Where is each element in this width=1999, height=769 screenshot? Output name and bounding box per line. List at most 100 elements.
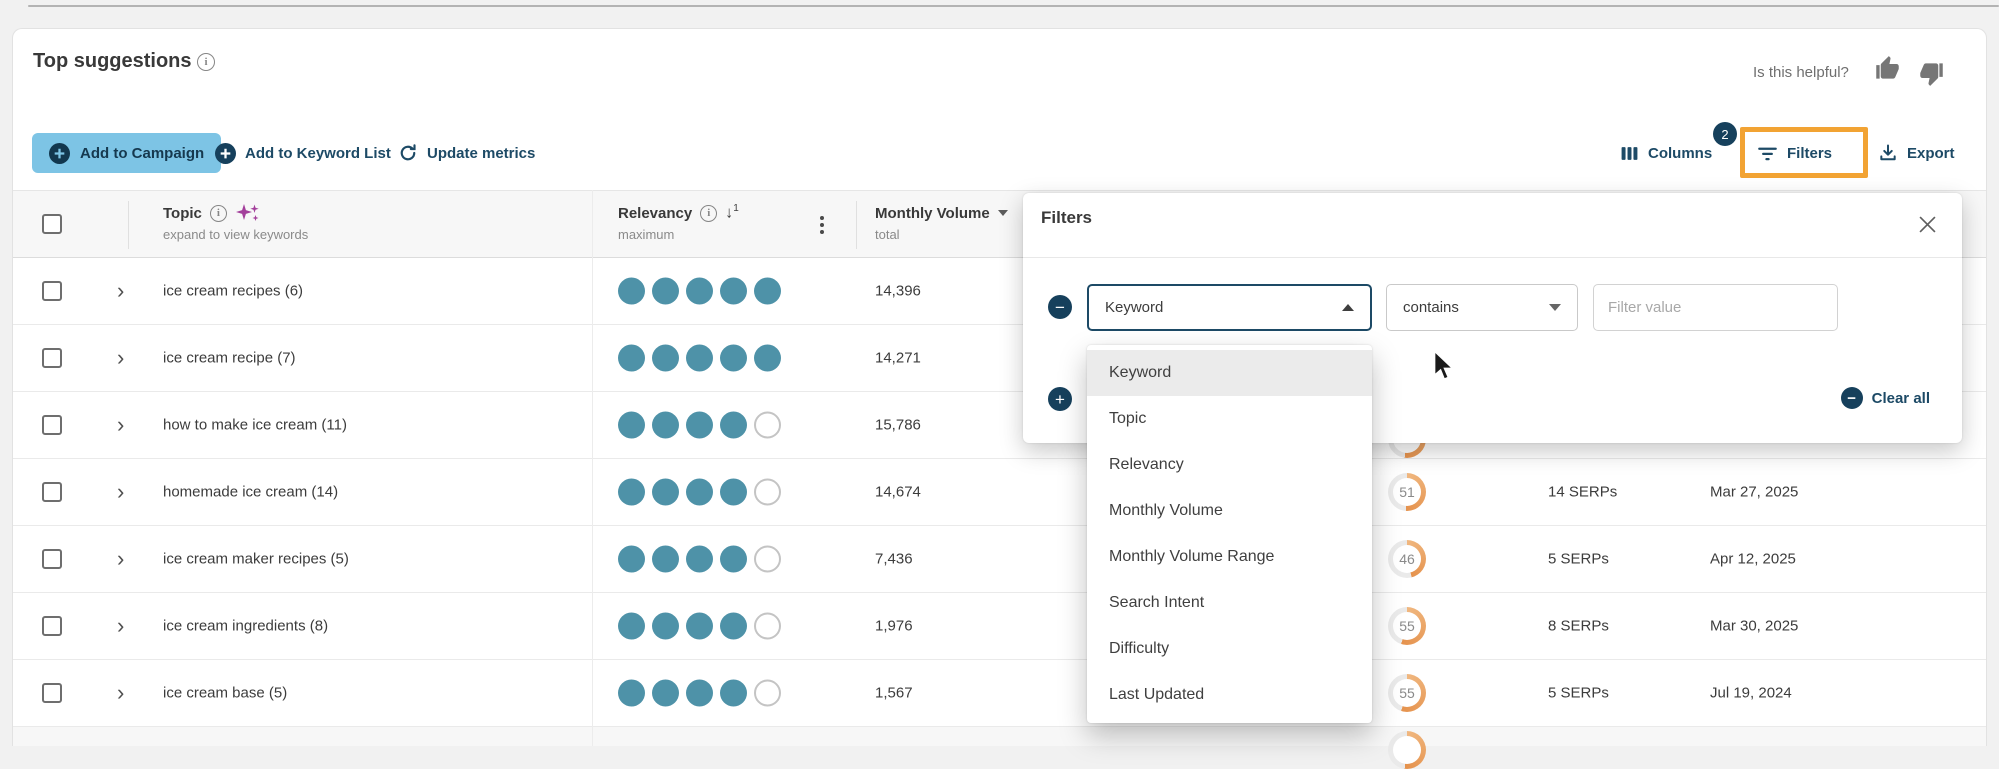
page-title: Top suggestions [33, 50, 192, 72]
relevancy-column-header: Relevancy i ↓1 maximum [618, 203, 739, 242]
clear-all-label: Clear all [1871, 389, 1930, 407]
filter-value-input[interactable] [1593, 284, 1838, 331]
chevron-down-icon [1549, 304, 1561, 311]
dropdown-option[interactable]: Monthly Volume [1109, 502, 1223, 519]
relevancy-dot-filled [720, 478, 747, 506]
difficulty-ring: 51 [1388, 473, 1426, 511]
info-icon[interactable]: i [197, 53, 215, 71]
clear-all-button[interactable]: − Clear all [1840, 387, 1930, 409]
dropdown-option[interactable]: Topic [1109, 410, 1147, 427]
refresh-icon [398, 143, 418, 163]
relevancy-dots [618, 277, 781, 305]
filters-highlight-annotation [1740, 127, 1868, 178]
row-checkbox[interactable] [42, 482, 62, 502]
relevancy-dot-filled [652, 478, 679, 506]
expand-chevron-icon[interactable]: › [117, 345, 125, 370]
chevron-up-icon [1342, 304, 1354, 311]
relevancy-dot-filled [618, 411, 645, 439]
column-menu-icon[interactable] [818, 214, 826, 236]
topic-cell[interactable]: how to make ice cream (11) [163, 416, 347, 434]
relevancy-dot-filled [618, 478, 645, 506]
difficulty-ring: 55 [1388, 607, 1426, 645]
relevancy-dot-filled [686, 679, 713, 707]
topic-cell[interactable]: ice cream recipe (7) [163, 349, 296, 367]
chevron-down-icon[interactable] [997, 210, 1008, 216]
columns-button[interactable]: Columns [1620, 133, 1712, 173]
sparkles-icon [235, 203, 260, 223]
close-icon[interactable] [1919, 216, 1936, 233]
topic-cell[interactable]: ice cream base (5) [163, 684, 288, 702]
filters-button[interactable]: Filters [1757, 133, 1832, 173]
export-button[interactable]: Export [1878, 133, 1955, 173]
add-to-keyword-list-button[interactable]: Add to Keyword List [215, 133, 391, 173]
topic-cell[interactable]: homemade ice cream (14) [163, 483, 339, 501]
table-row-partial [13, 727, 1986, 746]
relevancy-dot-empty [754, 545, 781, 573]
row-checkbox[interactable] [42, 281, 62, 301]
filter-operator-select[interactable]: contains [1386, 284, 1578, 331]
dropdown-option[interactable]: Monthly Volume Range [1109, 548, 1275, 565]
monthly-volume-cell: 15,786 [875, 416, 921, 434]
relevancy-dot-filled [720, 612, 747, 640]
expand-chevron-icon[interactable]: › [117, 613, 125, 638]
thumbs-down-icon[interactable] [1918, 60, 1945, 87]
expand-chevron-icon[interactable]: › [117, 412, 125, 437]
relevancy-dots [618, 344, 781, 372]
filter-operator-value: contains [1403, 299, 1459, 316]
info-icon[interactable]: i [209, 204, 227, 222]
topic-column-header: Topic i expand to view keywords [163, 203, 308, 242]
row-checkbox[interactable] [42, 616, 62, 636]
dropdown-option[interactable]: Relevancy [1109, 456, 1184, 473]
relevancy-dot-filled [618, 277, 645, 305]
expand-chevron-icon[interactable]: › [117, 680, 125, 705]
dropdown-option[interactable]: Last Updated [1109, 686, 1205, 703]
export-label: Export [1907, 144, 1955, 162]
monthly-volume-cell: 14,674 [875, 483, 921, 501]
header-divider [856, 201, 857, 249]
topic-cell[interactable]: ice cream recipes (6) [163, 282, 304, 300]
relevancy-dot-filled [754, 277, 781, 305]
add-filter-icon[interactable]: + [1048, 387, 1072, 411]
relevancy-column-subtitle: maximum [618, 227, 675, 242]
relevancy-dot-filled [652, 411, 679, 439]
topic-cell[interactable]: ice cream maker recipes (5) [163, 550, 349, 568]
relevancy-dot-empty [754, 411, 781, 439]
filter-field-value: Keyword [1105, 299, 1164, 316]
row-checkbox[interactable] [42, 348, 62, 368]
difficulty-value: 55 [1393, 612, 1421, 640]
select-all-checkbox[interactable] [42, 214, 62, 234]
filter-field-select[interactable]: Keyword [1087, 284, 1372, 331]
table-row: › ice cream ingredients (8) 1,976 55 8 S… [13, 593, 1986, 660]
relevancy-dot-empty [754, 478, 781, 506]
relevancy-dots [618, 545, 781, 573]
dropdown-option[interactable]: Difficulty [1109, 640, 1170, 657]
info-icon[interactable]: i [700, 204, 718, 222]
sort-indicator[interactable]: ↓1 [725, 203, 739, 222]
monthly-volume-cell: 1,976 [875, 617, 913, 635]
table-row: › ice cream recipes (6) 14,396 [13, 258, 1986, 325]
row-checkbox[interactable] [42, 549, 62, 569]
expand-chevron-icon[interactable]: › [117, 479, 125, 504]
topic-cell[interactable]: ice cream ingredients (8) [163, 617, 329, 635]
update-metrics-button[interactable]: Update metrics [398, 133, 535, 173]
dropdown-option[interactable]: Search Intent [1109, 594, 1205, 611]
relevancy-dots [618, 478, 781, 506]
remove-filter-icon[interactable]: − [1048, 295, 1072, 319]
download-icon [1878, 143, 1898, 163]
relevancy-dot-filled [618, 679, 645, 707]
monthly-volume-cell: 14,396 [875, 282, 921, 300]
relevancy-dot-filled [618, 344, 645, 372]
row-checkbox[interactable] [42, 415, 62, 435]
expand-chevron-icon[interactable]: › [117, 546, 125, 571]
plus-circle-icon [215, 142, 236, 164]
serps-cell: 5 SERPs [1548, 684, 1609, 702]
expand-chevron-icon[interactable]: › [117, 278, 125, 303]
add-to-campaign-button[interactable]: Add to Campaign [32, 133, 222, 173]
row-checkbox[interactable] [42, 683, 62, 703]
add-to-keyword-list-label: Add to Keyword List [245, 144, 391, 162]
helpful-label: Is this helpful? [1753, 64, 1849, 81]
relevancy-dot-filled [720, 411, 747, 439]
thumbs-up-icon[interactable] [1874, 55, 1901, 82]
filters-label: Filters [1787, 144, 1833, 162]
dropdown-option[interactable]: Keyword [1087, 350, 1372, 396]
